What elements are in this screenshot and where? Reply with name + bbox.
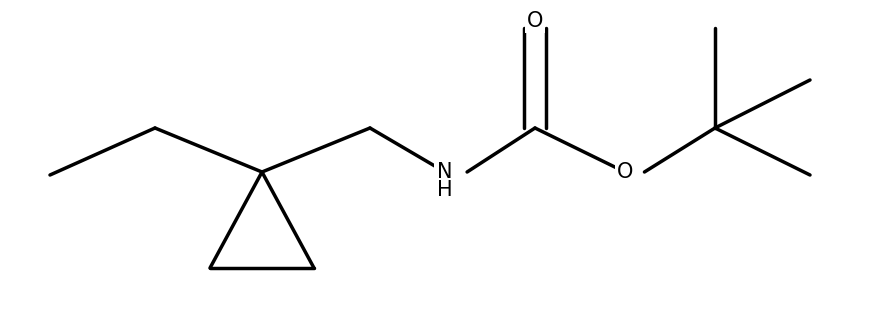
Text: O: O bbox=[527, 11, 543, 31]
Text: O: O bbox=[617, 162, 633, 182]
Text: H: H bbox=[438, 180, 453, 200]
Text: N: N bbox=[438, 162, 453, 182]
